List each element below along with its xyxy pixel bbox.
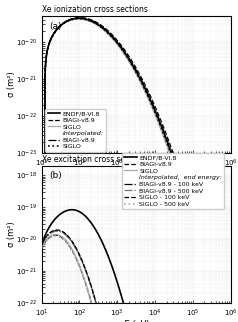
Text: Xe ionization cross sections: Xe ionization cross sections bbox=[42, 5, 148, 14]
Text: (a): (a) bbox=[49, 22, 62, 31]
Y-axis label: σ (m²): σ (m²) bbox=[7, 72, 16, 97]
Legend: ENDF/B-VI.8, BIAGI-v8.9, SIGLO, Interpolated:, BIAGI-v8.9, SIGLO: ENDF/B-VI.8, BIAGI-v8.9, SIGLO, Interpol… bbox=[45, 109, 106, 152]
Y-axis label: σ (m²): σ (m²) bbox=[7, 222, 16, 247]
Text: Xe excitation cross sections: Xe excitation cross sections bbox=[42, 155, 148, 164]
Legend: ENDF/B-VI.8, BIAGI-v8.9, SIGLO, Interpolated,  end energy:, BIAGl-v8.9 - 100 keV: ENDF/B-VI.8, BIAGI-v8.9, SIGLO, Interpol… bbox=[122, 153, 224, 209]
X-axis label: E (eV): E (eV) bbox=[124, 320, 149, 322]
Text: (b): (b) bbox=[49, 171, 62, 180]
